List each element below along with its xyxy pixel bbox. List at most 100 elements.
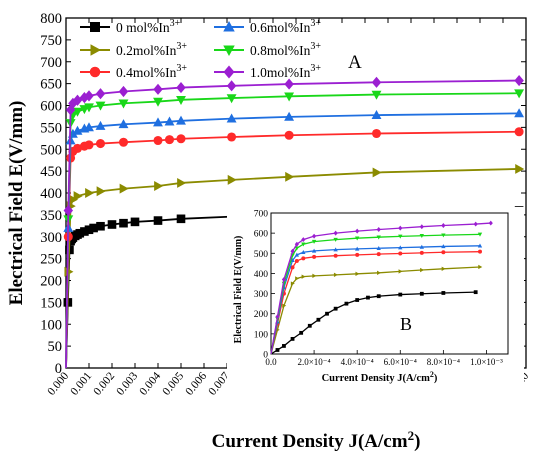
inset-x-tick-label: 0.0 <box>265 357 277 367</box>
series-marker <box>176 95 186 105</box>
inset-series-marker <box>419 234 425 239</box>
inset-plot: 0 100 200 300 400 500 600 700 0.0 2.0×10⁻⁴ 4.0×10⁻… <box>227 207 524 395</box>
series-marker <box>227 132 237 142</box>
panel-label-a: A <box>348 52 362 73</box>
series-marker <box>95 88 106 100</box>
series-marker <box>95 139 106 149</box>
series-marker <box>177 177 187 188</box>
inset-y-tick-label: 500 <box>254 250 269 260</box>
inset-series-marker <box>398 225 403 231</box>
inset-y-tick-label: 200 <box>254 310 269 320</box>
inset-y-tick-label: 700 <box>254 210 269 220</box>
inset-series-marker <box>301 242 306 247</box>
inset-series-marker <box>441 291 446 295</box>
inset-series-marker <box>420 267 425 273</box>
inset-series-marker <box>376 227 381 232</box>
inset-series-marker <box>282 303 287 308</box>
inset-y-tick-label: 600 <box>254 230 269 240</box>
series-marker <box>65 104 76 116</box>
inset-series-marker <box>355 228 360 234</box>
y-tick-label: 200 <box>40 274 62 290</box>
x-tick-label: 0.003 <box>114 370 140 398</box>
series-marker <box>84 90 94 102</box>
series-marker <box>118 119 129 129</box>
series-marker <box>176 81 186 94</box>
main-y-axis: 0 50 100 150 200 250 300 350 400 450 500 550 600 650 7… <box>40 11 526 377</box>
series-marker <box>284 92 295 102</box>
y-tick-label: 50 <box>48 339 63 355</box>
main-y-axis-label: Electrical Field E(V/mm) <box>6 101 27 306</box>
inset-series-marker <box>419 250 424 255</box>
series-marker <box>514 89 525 99</box>
series-marker <box>371 76 382 88</box>
inset-series-marker <box>316 317 321 322</box>
inset-series-line <box>270 266 481 355</box>
inset-series-marker <box>376 245 381 250</box>
inset-y-tick-label: 100 <box>254 330 269 340</box>
inset-series-marker <box>441 223 446 228</box>
inset-x-tick-label: 6.0×10⁻⁴ <box>384 357 417 367</box>
legend-marker <box>90 22 100 32</box>
x-tick-label: 0.006 <box>183 370 209 398</box>
inset-series-marker <box>419 244 425 249</box>
series-marker <box>515 163 525 174</box>
y-tick-label: 400 <box>40 186 62 202</box>
series-marker <box>95 120 106 130</box>
inset-series-marker <box>312 254 317 259</box>
y-tick-label: 550 <box>40 120 62 136</box>
inset-series-marker <box>301 274 306 279</box>
y-tick-label: 650 <box>40 77 62 93</box>
inset-series-marker <box>441 233 446 238</box>
inset-x-tick-label: 2.0×10⁻⁴ <box>297 357 330 367</box>
x-tick-label: 0.004 <box>137 370 163 398</box>
inset-series-marker <box>307 323 312 328</box>
series-marker <box>514 127 524 137</box>
inset-x-axis-label: Current Density J(A/cm2) <box>322 370 438 384</box>
inset-y-tick-label: 300 <box>254 290 269 300</box>
series-marker <box>153 216 163 225</box>
series-marker <box>153 97 163 107</box>
y-tick-label: 300 <box>40 230 62 246</box>
series-marker <box>372 167 382 178</box>
series-marker <box>153 117 163 127</box>
y-tick-label: 150 <box>40 295 62 311</box>
inset-plot-frame <box>270 212 509 355</box>
series-marker <box>84 122 94 132</box>
main-series-2 <box>63 127 524 369</box>
inset-series-marker <box>290 248 295 254</box>
inset-series-marker <box>441 244 446 249</box>
inset-y-tick-label: 400 <box>254 270 269 280</box>
series-marker <box>75 228 85 238</box>
inset-series-marker <box>299 330 304 335</box>
inset-series-marker <box>419 224 424 230</box>
inset-series-marker <box>301 256 306 261</box>
series-marker <box>153 135 163 146</box>
inset-x-tick-label: 1.0×10⁻³ <box>470 357 503 367</box>
series-marker <box>96 186 106 197</box>
inset-series-marker <box>419 291 424 296</box>
inset-series-marker <box>275 314 280 320</box>
series-marker <box>119 218 128 228</box>
series-marker <box>176 214 186 224</box>
y-tick-label: 100 <box>40 317 62 333</box>
inset-series-marker <box>295 276 300 281</box>
legend-label: 1.0mol%In3+ <box>250 63 321 80</box>
series-marker <box>284 78 294 90</box>
legend-label: 0.8mol%In3+ <box>250 41 321 58</box>
inset-y-tick-label: 0 <box>263 351 268 361</box>
inset-series-marker <box>355 252 360 257</box>
inset-series-marker <box>376 252 381 257</box>
inset-series-marker <box>398 245 403 250</box>
series-marker <box>226 113 237 123</box>
series-marker <box>130 217 140 227</box>
inset-series-marker <box>355 298 360 302</box>
series-marker <box>284 130 294 140</box>
x-tick-label: 0.001 <box>68 370 94 398</box>
inset-series-marker <box>312 233 317 239</box>
series-marker <box>119 183 129 194</box>
series-marker <box>153 83 163 95</box>
series-marker <box>80 227 89 236</box>
inset-series-marker <box>354 246 360 251</box>
